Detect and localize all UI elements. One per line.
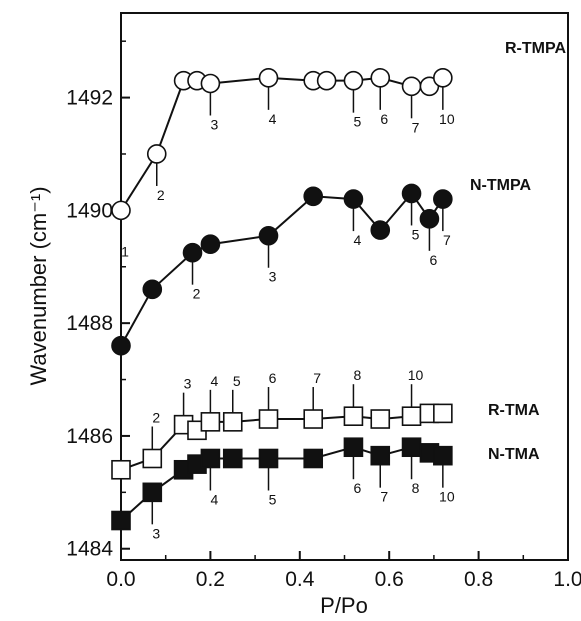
y-tick-label: 1486 xyxy=(66,425,113,448)
point-label: 10 xyxy=(439,489,455,505)
point-label: 10 xyxy=(408,367,424,383)
point-label: 3 xyxy=(152,525,160,541)
point-label: 7 xyxy=(313,370,321,386)
data-point xyxy=(200,448,221,469)
data-point xyxy=(111,335,131,356)
series-n-tmpa: 2 3 4 567 xyxy=(111,183,453,356)
data-point xyxy=(258,409,279,429)
y-tick-label: 1492 xyxy=(66,87,113,110)
data-point xyxy=(146,144,167,164)
data-point xyxy=(182,242,203,263)
data-point xyxy=(303,186,324,207)
data-point xyxy=(433,403,453,424)
label-layer: R-TMPA N-TMPA R-TMA N-TMA xyxy=(470,40,566,463)
series-n-tma: 3 4 5 6 7 8 10 xyxy=(111,437,455,541)
data-point xyxy=(433,68,453,88)
point-label: 3 xyxy=(184,376,192,392)
x-axis-title: P/Po xyxy=(320,593,368,618)
point-label: 5 xyxy=(269,491,277,507)
point-label: 3 xyxy=(269,269,277,285)
data-point xyxy=(433,189,453,209)
series-r-tma: 2 3 4 5 6 7 8 10 xyxy=(111,367,453,480)
data-point xyxy=(111,459,131,480)
series-name-label: R-TMA xyxy=(488,402,540,419)
x-tick-label: 0.6 xyxy=(375,568,404,591)
series-name-label: N-TMPA xyxy=(470,177,531,194)
point-label: 5 xyxy=(233,373,241,389)
data-point xyxy=(222,412,243,432)
series-name-label: N-TMA xyxy=(488,446,540,463)
series-r-tmpa: 1 2 3 4 5 6 7 10 xyxy=(111,68,455,259)
point-label: 6 xyxy=(430,252,438,268)
point-label: 7 xyxy=(443,232,451,248)
data-point xyxy=(433,445,453,466)
data-point xyxy=(370,409,391,429)
y-tick-label: 1488 xyxy=(66,312,113,335)
series-line xyxy=(120,76,444,211)
point-label: 4 xyxy=(211,491,219,507)
data-point xyxy=(343,437,364,458)
data-point xyxy=(401,76,422,97)
point-label: 7 xyxy=(412,119,420,135)
x-tick-label: 0.0 xyxy=(106,568,135,591)
data-point xyxy=(111,510,131,531)
data-point xyxy=(200,412,221,432)
data-point xyxy=(419,209,440,229)
data-point xyxy=(142,482,163,503)
data-point xyxy=(258,225,279,246)
y-tick-label: 1490 xyxy=(66,199,113,222)
series-name-label: R-TMPA xyxy=(505,40,566,57)
point-label: 5 xyxy=(412,226,420,242)
y-axis-title: Wavenumber (cm⁻¹) xyxy=(26,186,51,385)
data-point xyxy=(370,68,391,88)
data-point xyxy=(222,448,243,469)
data-point xyxy=(343,70,364,91)
point-label: 10 xyxy=(439,111,455,127)
data-point xyxy=(200,234,221,255)
x-tick-label: 0.8 xyxy=(464,568,493,591)
point-label: 7 xyxy=(380,489,388,505)
data-point xyxy=(258,448,279,469)
data-point xyxy=(343,189,364,209)
data-point xyxy=(142,448,163,469)
data-point xyxy=(200,73,221,94)
point-label: 2 xyxy=(152,409,160,425)
data-point xyxy=(258,68,279,88)
x-tick-label: 0.4 xyxy=(285,568,315,591)
data-point xyxy=(111,200,131,221)
point-label: 6 xyxy=(269,370,277,386)
data-point xyxy=(303,448,324,469)
point-label: 1 xyxy=(121,243,129,259)
data-point xyxy=(303,409,324,429)
series-line xyxy=(120,412,443,471)
x-tick-label: 0.2 xyxy=(196,568,225,591)
data-point xyxy=(370,445,391,466)
point-label: 4 xyxy=(211,373,219,389)
point-label: 6 xyxy=(380,111,388,127)
data-point xyxy=(142,279,163,300)
point-label: 4 xyxy=(269,111,277,127)
point-label: 8 xyxy=(354,367,362,383)
point-label: 5 xyxy=(354,114,362,130)
data-point xyxy=(401,183,422,204)
point-label: 3 xyxy=(211,116,219,132)
point-label: 8 xyxy=(412,480,420,496)
data-point xyxy=(401,437,422,458)
x-tick-label: 1.0 xyxy=(553,568,581,591)
point-label: 6 xyxy=(354,480,362,496)
series-line xyxy=(120,191,444,347)
data-point xyxy=(401,406,422,427)
data-point xyxy=(343,406,364,427)
data-point xyxy=(316,70,337,91)
series-line xyxy=(120,446,444,522)
data-point xyxy=(370,220,391,240)
y-tick-label: 1484 xyxy=(66,538,113,561)
point-label: 2 xyxy=(193,286,201,302)
point-label: 4 xyxy=(354,232,362,248)
point-label: 2 xyxy=(157,187,165,203)
